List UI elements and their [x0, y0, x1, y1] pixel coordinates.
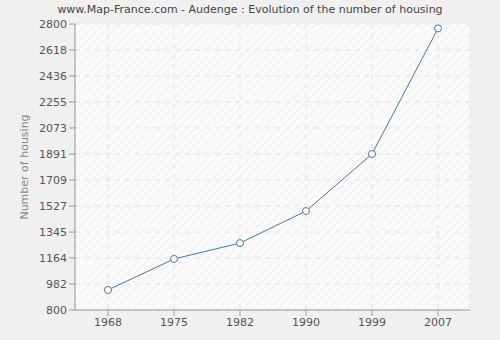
- svg-text:2073: 2073: [39, 122, 67, 135]
- svg-text:800: 800: [46, 304, 67, 317]
- svg-text:1527: 1527: [39, 200, 67, 213]
- svg-text:982: 982: [46, 278, 67, 291]
- svg-text:1999: 1999: [358, 316, 386, 329]
- svg-text:2436: 2436: [39, 70, 67, 83]
- svg-text:1891: 1891: [39, 148, 67, 161]
- svg-text:1990: 1990: [292, 316, 320, 329]
- svg-text:1968: 1968: [94, 316, 122, 329]
- svg-text:2618: 2618: [39, 44, 67, 57]
- svg-text:1164: 1164: [39, 252, 67, 265]
- svg-text:1982: 1982: [226, 316, 254, 329]
- svg-text:Number of housing: Number of housing: [18, 114, 31, 219]
- html-text:www.Map-France.com - Audenge :: www.Map-France.com - Audenge : Evolution…: [57, 3, 443, 16]
- svg-text:2800: 2800: [39, 18, 67, 31]
- svg-text:2255: 2255: [39, 96, 67, 109]
- svg-text:1975: 1975: [160, 316, 188, 329]
- svg-text:2007: 2007: [424, 316, 452, 329]
- svg-text:1709: 1709: [39, 174, 67, 187]
- svg-text:1345: 1345: [39, 226, 67, 239]
